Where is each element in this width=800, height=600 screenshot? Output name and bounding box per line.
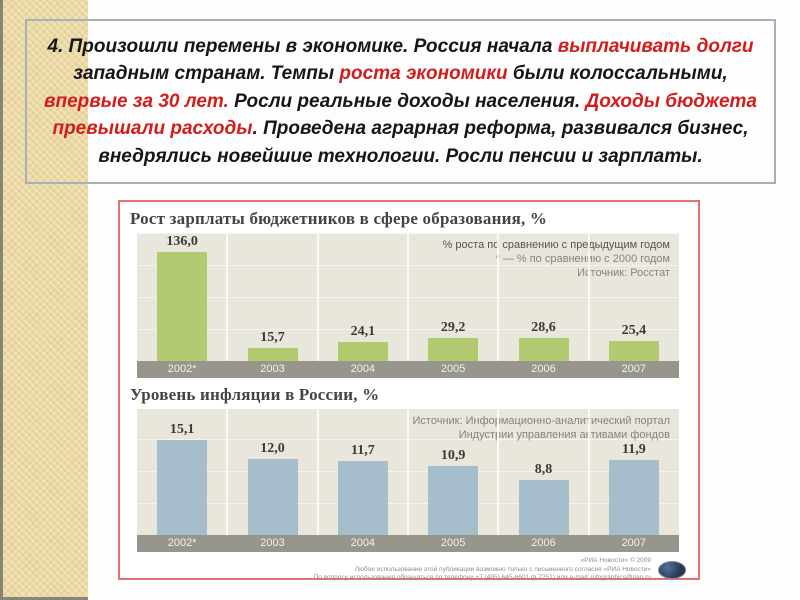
gridline [316, 233, 319, 361]
slide-text-line: впервые за 30 лет. Росли реальные доходы… [44, 90, 757, 112]
slide-text-line: превышали расходы. Проведена аграрная ре… [52, 118, 749, 140]
slide-text-line: внедрялись новейшие технологии. Росли пе… [98, 145, 703, 167]
bar-value-label: 15,7 [260, 330, 285, 345]
inflation-chart: Уровень инфляции в России, % Источник: И… [120, 385, 698, 552]
footer-text: «РИА Новости» © 2009 Любое использование… [314, 557, 651, 583]
bar-2005 [428, 466, 479, 535]
bar-value-label: 10,9 [440, 448, 466, 463]
legend-line: * — % по сравнению с 2000 годом [495, 253, 671, 265]
bar-2003 [247, 348, 298, 361]
x-axis-label: 2005 [440, 363, 466, 375]
x-axis-label: 2003 [260, 537, 285, 549]
gridline [226, 409, 229, 535]
gridline [226, 233, 229, 361]
footer-copyright: «РИА Новости» © 2009 [580, 557, 651, 564]
bar-value-label: 28,6 [531, 320, 556, 335]
x-axis-band: 2002* 2003 2004 2005 2006 2007 [137, 361, 679, 378]
chart-title: Рост зарплаты бюджетников в сфере образо… [130, 209, 548, 228]
legend-line: Источник: Росстат [577, 267, 670, 279]
bar-value-label: 11,7 [350, 443, 375, 458]
bar-2006 [518, 338, 569, 361]
slide-text-line: 4. Произошли перемены в экономике. Росси… [47, 35, 754, 57]
bar-2004 [337, 461, 388, 535]
x-axis-label: 2004 [350, 363, 376, 375]
gridline [316, 409, 319, 535]
infographic-panel: Рост зарплаты бюджетников в сфере образо… [118, 200, 700, 583]
x-axis-label: 2006 [531, 537, 556, 549]
bar-value-label: 8,8 [534, 462, 553, 477]
decorative-side-strip [0, 0, 88, 600]
gridline [587, 409, 590, 535]
ria-novosti-logo-icon [658, 560, 686, 579]
x-axis-label: 2005 [440, 537, 466, 549]
chart-legend: % роста по сравнению с предыдущим годом *… [443, 238, 670, 280]
footer-contact-line: По вопросу использования обращаться по т… [313, 574, 651, 581]
bar-value-label: 11,9 [621, 442, 646, 457]
x-axis-label: 2002* [167, 363, 197, 375]
bar-value-label: 24,1 [350, 324, 376, 339]
bar-value-label: 25,4 [621, 323, 647, 338]
bar-2002 [157, 252, 208, 361]
bar-2005 [428, 338, 479, 361]
legend-line: % роста по сравнению с предыдущим годом [442, 239, 670, 251]
legend-line: Индустрии управления активами фондов [458, 429, 670, 441]
chart-legend: Источник: Информационно-аналитический по… [413, 414, 670, 442]
gridline [497, 409, 500, 535]
bar-value-label: 136,0 [166, 234, 198, 249]
copyright-footer: «РИА Новости» © 2009 Любое использование… [120, 552, 698, 583]
x-axis-label: 2007 [621, 537, 647, 549]
bar-2004 [337, 342, 388, 361]
gridline [587, 233, 590, 361]
legend-line: Источник: Информационно-аналитический по… [412, 415, 670, 427]
bar-value-label: 29,2 [440, 320, 466, 335]
slide-paragraph: 4. Произошли перемены в экономике. Росси… [27, 33, 774, 171]
salary-growth-chart: Рост зарплаты бюджетников в сфере образо… [120, 209, 698, 378]
bar-value-label: 15,1 [169, 422, 195, 437]
x-axis-label: 2004 [350, 537, 376, 549]
bar-2003 [247, 459, 298, 535]
slide-text-box: 4. Произошли перемены в экономике. Росси… [25, 19, 776, 184]
x-axis-label: 2006 [531, 363, 556, 375]
chart-title: Уровень инфляции в России, % [130, 385, 380, 404]
x-axis-label: 2007 [621, 363, 647, 375]
x-axis-band: 2002* 2003 2004 2005 2006 2007 [137, 535, 679, 552]
bar-2007 [608, 341, 659, 361]
chart-plot-area: % роста по сравнению с предыдущим годом *… [137, 233, 679, 361]
gridline [407, 233, 409, 361]
slide-text-line: западным странам. Темпы роста экономики … [73, 63, 728, 85]
footer-usage-line: Любое использование этой публикации возм… [354, 565, 651, 573]
x-axis-label: 2003 [260, 363, 285, 375]
gridline [407, 409, 409, 535]
bar-2002 [157, 440, 208, 535]
bar-2007 [608, 460, 659, 535]
gridline [497, 233, 500, 361]
bar-value-label: 12,0 [260, 441, 285, 456]
bar-2006 [518, 480, 569, 535]
x-axis-label: 2002* [167, 537, 197, 549]
chart-plot-area: Источник: Информационно-аналитический по… [137, 409, 679, 535]
